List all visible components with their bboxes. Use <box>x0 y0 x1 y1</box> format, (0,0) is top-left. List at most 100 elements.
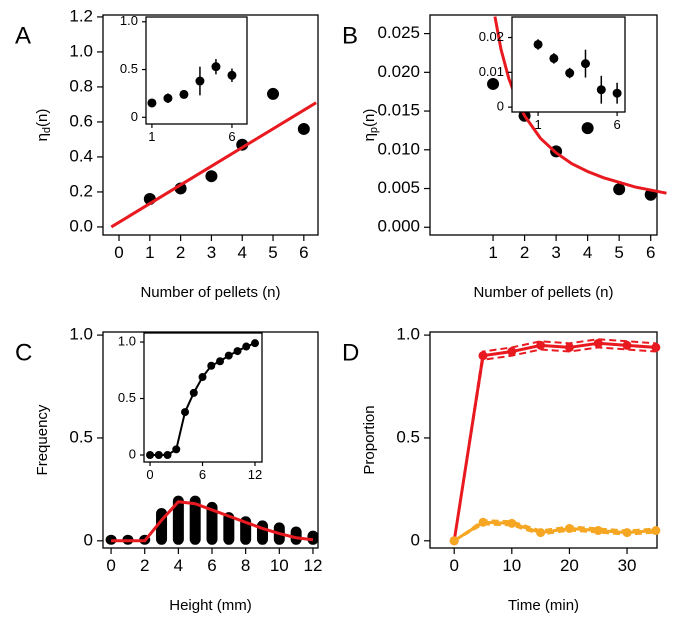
x-axis-label: Number of pellets (n) <box>473 284 613 301</box>
data-point <box>613 183 626 196</box>
data-point <box>179 89 189 99</box>
x-tick-label: 0 <box>146 467 153 482</box>
data-point <box>549 53 559 63</box>
bar <box>223 512 235 545</box>
y-tick-label: 0.5 <box>120 61 138 76</box>
x-tick-label: 10 <box>270 556 289 575</box>
data-point <box>487 77 500 90</box>
data-point <box>233 347 242 356</box>
bar <box>172 495 184 545</box>
bar <box>290 526 302 545</box>
y-tick-label: 1.0 <box>396 325 420 344</box>
data-point <box>163 450 172 459</box>
x-tick-label: 5 <box>268 243 277 262</box>
y-tick-label: 0.01 <box>479 64 504 79</box>
x-tick-label: 0 <box>449 556 458 575</box>
x-tick-label: 6 <box>613 117 620 132</box>
panel-letter: C <box>15 339 32 366</box>
y-tick-label: 1.2 <box>69 6 93 25</box>
y-axis-label: ηp(n) <box>361 109 380 142</box>
data-line <box>111 500 314 543</box>
data-point <box>596 85 606 95</box>
panel-letter: B <box>342 22 358 49</box>
data-point <box>189 388 198 397</box>
y-tick-label: 0.2 <box>69 181 93 200</box>
data-point <box>224 351 233 360</box>
data-line <box>453 520 656 543</box>
error-band <box>453 346 656 541</box>
y-label-symbol: η <box>34 133 51 141</box>
x-tick-label: 12 <box>248 467 262 482</box>
plot-frame <box>143 332 263 463</box>
data-point <box>622 340 632 350</box>
data-point <box>267 87 280 100</box>
data-line <box>110 101 317 229</box>
data-point <box>449 536 459 546</box>
y-tick-label: 0.5 <box>118 390 136 405</box>
data-point <box>507 347 517 357</box>
data-point <box>622 528 632 538</box>
x-tick-label: 1 <box>534 117 541 132</box>
data-line <box>452 341 656 542</box>
data-point <box>205 170 218 183</box>
data-point <box>242 342 251 351</box>
y-tick-label: 1.0 <box>69 325 93 344</box>
y-tick-label: 0 <box>131 109 138 124</box>
y-tick-label: 0.6 <box>69 111 93 130</box>
y-tick-label: 0 <box>497 99 504 114</box>
error-band <box>453 338 656 541</box>
y-tick-label: 1.0 <box>69 41 93 60</box>
y-tick-label: 1.0 <box>120 13 138 28</box>
panel-letter: D <box>342 339 359 366</box>
x-tick-label: 3 <box>551 243 560 262</box>
data-point <box>536 340 546 350</box>
x-axis-label: Number of pellets (n) <box>140 284 280 301</box>
y-tick-label: 0 <box>411 530 420 549</box>
y-tick-label: 0.4 <box>69 146 93 165</box>
y-axis-label: ηd(n) <box>34 109 53 142</box>
y-label-symbol: η <box>361 133 378 141</box>
data-point <box>593 526 603 536</box>
y-axis-label: Frequency <box>34 404 51 475</box>
y-tick-label: 0.015 <box>377 101 420 120</box>
x-tick-label: 2 <box>176 243 185 262</box>
y-tick-label: 0.8 <box>69 76 93 95</box>
error-band <box>453 523 656 542</box>
data-point <box>478 351 488 361</box>
data-point <box>251 339 260 348</box>
data-point <box>564 342 574 352</box>
y-tick-label: 0.0 <box>69 216 93 235</box>
inset: 0 0.01 0.02 1 6 <box>479 16 626 132</box>
data-point <box>172 445 181 454</box>
data-point <box>163 93 173 103</box>
inset: 0 0.5 1.0 1 6 <box>120 13 248 144</box>
y-label-argument: (n) <box>34 109 51 127</box>
data-point <box>564 523 574 533</box>
data-point <box>154 450 163 459</box>
data-point <box>651 526 661 536</box>
x-tick-label: 3 <box>207 243 216 262</box>
y-label-subscript: p <box>368 127 380 133</box>
x-tick-label: 6 <box>199 467 206 482</box>
x-tick-label: 4 <box>583 243 592 262</box>
y-tick-label: 0 <box>129 446 136 461</box>
error-band <box>453 519 656 542</box>
x-tick-label: 6 <box>207 556 216 575</box>
y-tick-label: 0 <box>84 530 93 549</box>
x-tick-label: 12 <box>303 556 322 575</box>
inset: 0 0.5 1.0 0 6 12 <box>118 332 263 482</box>
x-tick-label: 8 <box>241 556 250 575</box>
data-point <box>146 450 155 459</box>
data-point <box>580 59 590 69</box>
data-point <box>581 122 594 135</box>
data-point <box>227 70 237 80</box>
plot-frame <box>511 16 626 113</box>
bar <box>307 530 319 545</box>
x-tick-label: 0 <box>114 243 123 262</box>
data-point <box>216 357 225 366</box>
y-label-argument: (n) <box>361 109 378 127</box>
x-tick-label: 2 <box>520 243 529 262</box>
x-tick-label: 2 <box>140 556 149 575</box>
y-tick-label: 0.010 <box>377 139 420 158</box>
